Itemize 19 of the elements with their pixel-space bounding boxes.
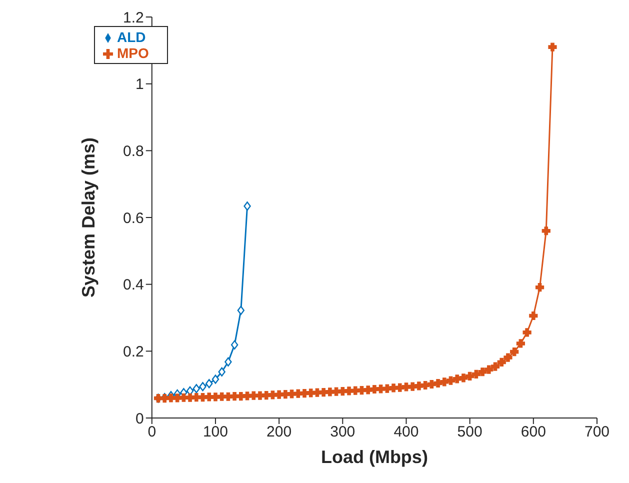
y-tick-label: 0.6 [123,210,144,227]
x-tick-label: 0 [148,424,156,441]
legend-label: MPO [117,45,149,61]
y-tick-label: 0 [136,410,144,428]
legend-label: ALD [117,29,146,45]
y-tick-label: 0.8 [123,142,144,160]
x-tick-label: 400 [394,424,419,441]
x-tick-label: 200 [266,424,292,441]
y-tick-label: 0.4 [123,276,144,294]
x-tick-label: 700 [584,424,610,441]
x-tick-label: 300 [330,424,356,441]
x-tick-label: 600 [520,424,546,441]
x-axis-title: Load (Mbps) [320,447,428,467]
x-tick-label: 500 [457,424,482,441]
y-tick-label: 1.2 [123,9,144,26]
y-tick-label: 0.2 [123,343,144,360]
x-tick-label: 100 [202,424,228,441]
y-axis-title: System Delay (ms) [78,137,98,298]
y-tick-label: 1 [136,76,144,94]
